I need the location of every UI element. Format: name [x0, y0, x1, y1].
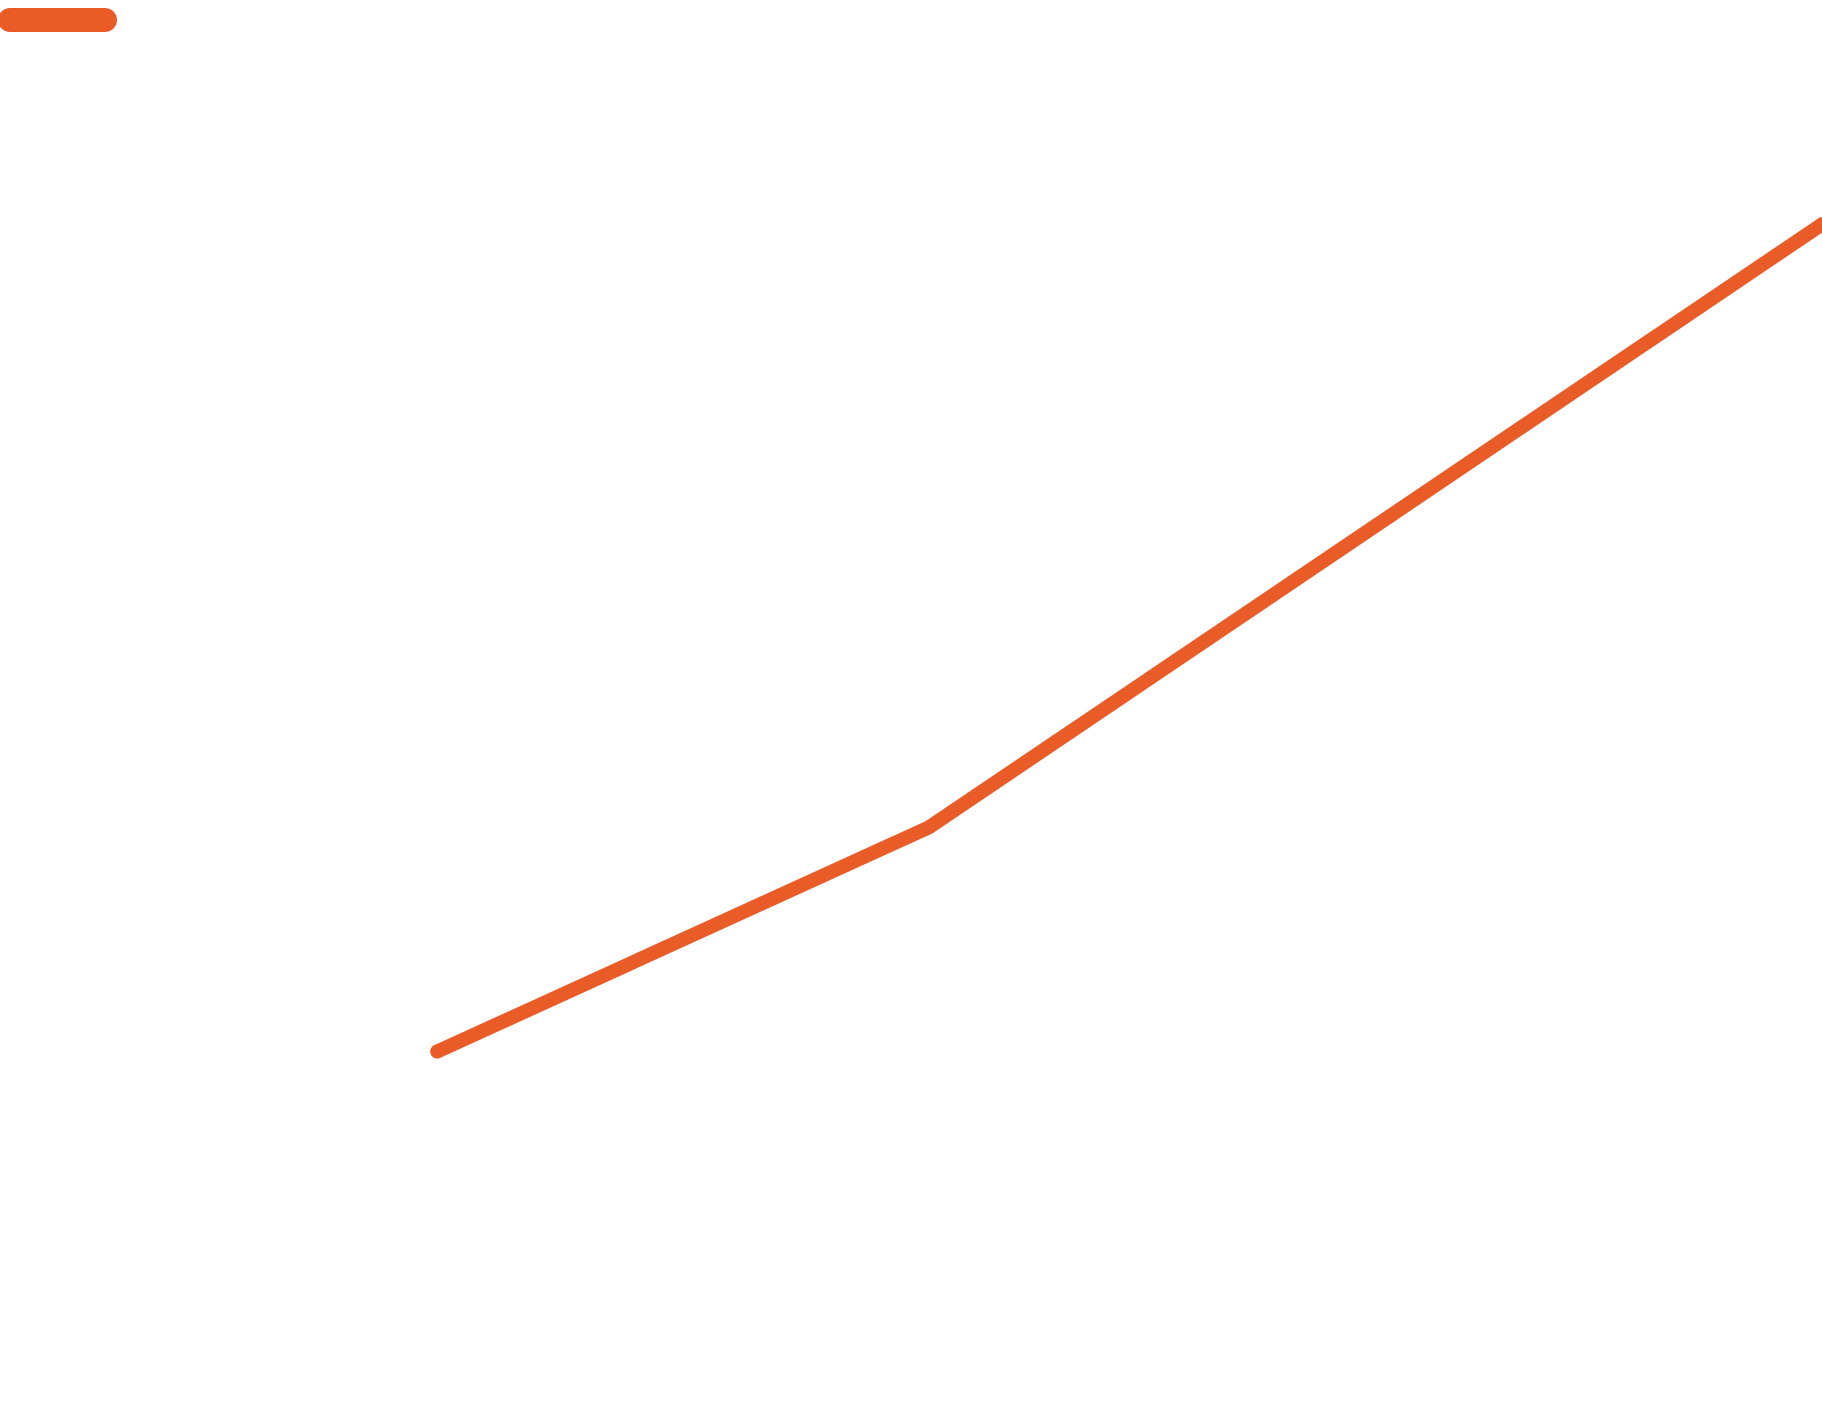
data-point	[922, 820, 937, 835]
data-point	[1815, 217, 1822, 232]
plot-area	[430, 217, 1822, 1059]
data-point	[430, 1044, 445, 1059]
